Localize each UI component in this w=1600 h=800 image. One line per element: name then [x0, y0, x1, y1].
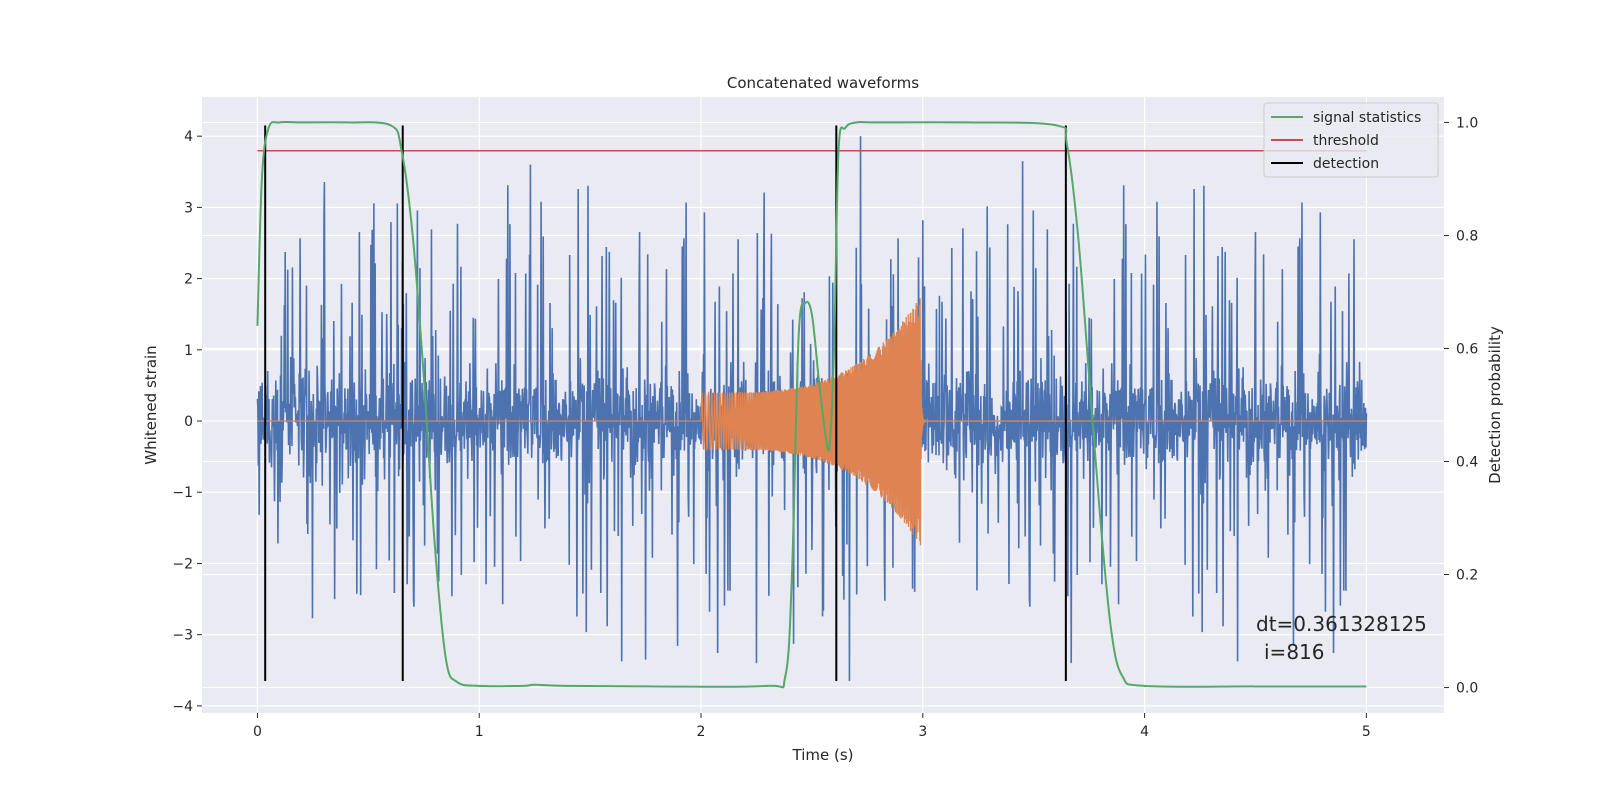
- x-tick-label: 0: [253, 724, 262, 740]
- x-tick-label: 2: [697, 724, 706, 740]
- y-right-tick-label: 0.2: [1456, 568, 1478, 584]
- x-tick-label: 4: [1140, 724, 1149, 740]
- axis-ticks: 0 1 2 3 4 5 −4 −3 −2 −1 0 1 2 3 4 0.0 0.2 0.4 0.6 0.8 1.0: [172, 115, 1478, 740]
- chart-title: Concatenated waveforms: [727, 74, 919, 92]
- y-tick-label: −4: [172, 699, 193, 715]
- legend: signal statistics threshold detection: [1263, 102, 1439, 178]
- y-tick-label: 2: [184, 272, 193, 288]
- x-tick-label: 1: [475, 724, 484, 740]
- y-tick-label: −2: [172, 556, 193, 572]
- x-tick-label: 3: [918, 724, 927, 740]
- y-tick-label: 4: [184, 129, 193, 145]
- y-tick-label: −1: [172, 485, 193, 501]
- y-right-tick-label: 0.8: [1456, 228, 1478, 244]
- y-tick-label: −3: [172, 628, 193, 644]
- y-right-tick-label: 0.4: [1456, 455, 1478, 471]
- detection-lines: [264, 125, 1067, 681]
- annotation-index: i=816: [1264, 640, 1325, 664]
- y-right-tick-label: 1.0: [1456, 115, 1478, 131]
- y-right-tick-label: 0.6: [1456, 341, 1478, 357]
- y-right-tick-label: 0.0: [1456, 681, 1478, 697]
- annotation-dt: dt=0.361328125: [1256, 612, 1427, 636]
- y-tick-label: 0: [184, 414, 193, 430]
- signal-statistics-series: [256, 121, 1367, 689]
- y-axis-label: Whitened strain: [142, 345, 160, 464]
- y-tick-label: 1: [184, 343, 193, 359]
- legend-box: [1263, 102, 1439, 178]
- x-tick-label: 5: [1362, 724, 1371, 740]
- legend-label-threshold: threshold: [1313, 133, 1379, 149]
- x-axis-label: Time (s): [792, 746, 854, 764]
- template-waveform-series: [257, 298, 1367, 546]
- y-axis-right-label: Detection probability: [1486, 326, 1504, 484]
- data-layer: [256, 121, 1368, 689]
- legend-label-detection: detection: [1313, 156, 1379, 172]
- legend-label-signal-statistics: signal statistics: [1313, 110, 1421, 126]
- y-tick-label: 3: [184, 200, 193, 216]
